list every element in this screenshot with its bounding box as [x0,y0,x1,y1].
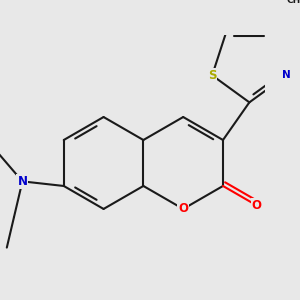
Text: S: S [208,69,216,82]
Text: N: N [282,70,291,80]
Text: CH₃: CH₃ [286,0,300,4]
Text: O: O [252,199,262,212]
Text: N: N [17,175,27,188]
Text: O: O [178,202,188,215]
